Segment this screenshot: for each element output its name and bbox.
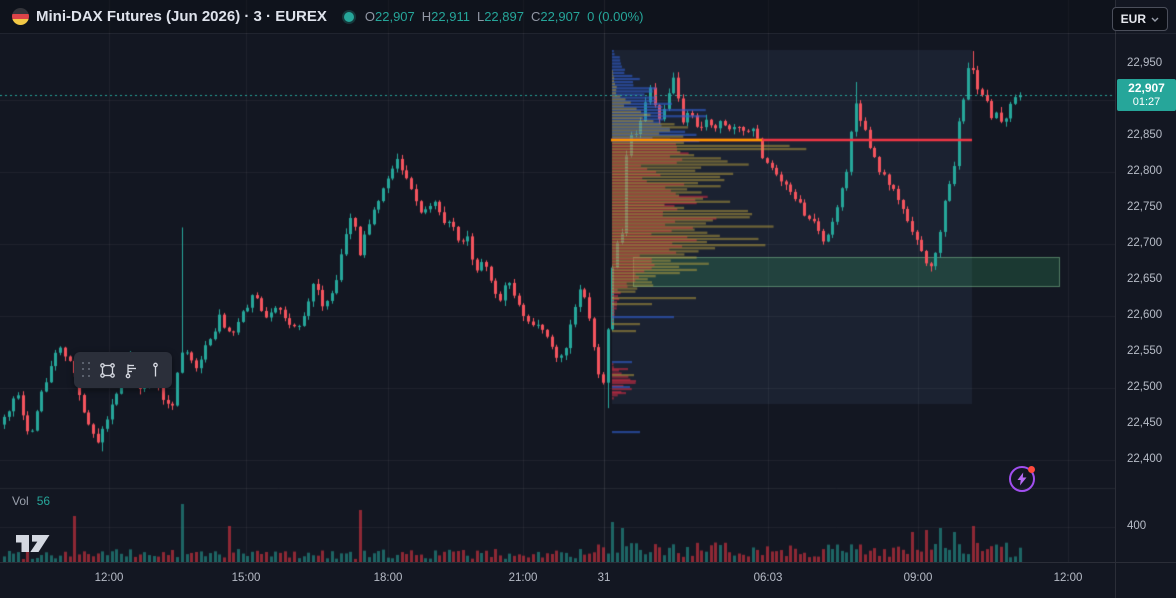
time-tick-label: 31 xyxy=(597,572,611,584)
high-value: 22,911 xyxy=(431,9,470,24)
price-chart-canvas[interactable] xyxy=(0,0,1115,562)
axis-corner xyxy=(1115,562,1176,598)
price-tick-label: 22,550 xyxy=(1127,345,1163,357)
volume-profile-tool-icon xyxy=(126,364,137,378)
volume-label: Vol xyxy=(12,494,29,508)
time-axis[interactable]: 12:00 15:00 18:00 21:00 31 06:03 09:00 12:00 xyxy=(0,562,1115,598)
time-tick-label: 12:00 xyxy=(94,572,124,584)
tradingview-logo-icon xyxy=(16,535,50,552)
ohlc-values: O22,907 H22,911 L22,897 C22,907 0 (0.00%… xyxy=(365,9,644,24)
vertical-line-tool-button[interactable] xyxy=(145,357,167,384)
symbol-legend[interactable]: Mini-DAX Futures (Jun 2026) · 3 · EUREX … xyxy=(0,0,1115,33)
time-tick-label: 06:03 xyxy=(753,572,783,584)
time-tick-label: 18:00 xyxy=(373,572,403,584)
market-status-icon xyxy=(343,11,354,22)
toolbar-drag-handle[interactable] xyxy=(82,362,92,378)
price-tick-label: 22,750 xyxy=(1127,201,1163,213)
germany-flag-icon xyxy=(12,8,29,25)
price-tick-label: 22,700 xyxy=(1127,237,1163,249)
volume-profile-tool-button[interactable] xyxy=(121,357,143,384)
tradingview-logo[interactable] xyxy=(15,534,53,561)
magic-ai-button[interactable] xyxy=(1009,466,1035,492)
price-tick-label: 400 xyxy=(1127,520,1147,532)
last-price-value: 22,907 xyxy=(1128,81,1165,95)
price-tick-label: 22,650 xyxy=(1127,273,1163,285)
rectangle-tool-icon xyxy=(100,362,116,378)
close-label: C xyxy=(530,9,541,24)
price-axis[interactable]: 22,907 01:27 22,950 22,850 22,800 22,750 22,… xyxy=(1115,0,1176,562)
low-value: 22,897 xyxy=(484,9,524,24)
chevron-down-icon xyxy=(1151,17,1159,22)
drawing-toolbar xyxy=(74,352,172,388)
price-tick-label: 22,950 xyxy=(1127,57,1163,69)
time-tick-label: 15:00 xyxy=(231,572,261,584)
open-label: O xyxy=(364,9,375,24)
volume-value: 56 xyxy=(36,494,51,508)
price-tick-label: 22,500 xyxy=(1127,381,1163,393)
symbol-title: Mini-DAX Futures (Jun 2026) · 3 · EUREX xyxy=(36,8,327,25)
low-label: L xyxy=(476,9,485,24)
bar-countdown: 01:27 xyxy=(1132,96,1161,108)
price-tick-label: 22,800 xyxy=(1127,165,1163,177)
change-value: 0 (0.00%) xyxy=(587,9,644,24)
volume-indicator-legend[interactable]: Vol 56 xyxy=(12,494,50,508)
header-divider xyxy=(0,33,1176,34)
lightning-icon xyxy=(1017,472,1027,486)
price-tick-label: 22,400 xyxy=(1127,453,1163,465)
currency-button[interactable]: EUR xyxy=(1111,7,1168,31)
last-price-badge: 22,907 01:27 xyxy=(1117,79,1176,111)
vertical-line-tool-icon xyxy=(153,362,159,376)
time-tick-label: 21:00 xyxy=(508,572,538,584)
price-tick-label: 22,850 xyxy=(1127,129,1163,141)
notification-dot xyxy=(1028,466,1035,473)
price-tick-label: 22,600 xyxy=(1127,309,1163,321)
currency-label: EUR xyxy=(1120,12,1146,26)
time-tick-label: 09:00 xyxy=(903,572,933,584)
open-value: 22,907 xyxy=(375,9,415,24)
price-tick-label: 22,450 xyxy=(1127,417,1163,429)
close-value: 22,907 xyxy=(540,9,581,24)
high-label: H xyxy=(421,9,432,24)
rectangle-tool-button[interactable] xyxy=(97,357,119,384)
time-tick-label: 12:00 xyxy=(1053,572,1083,584)
